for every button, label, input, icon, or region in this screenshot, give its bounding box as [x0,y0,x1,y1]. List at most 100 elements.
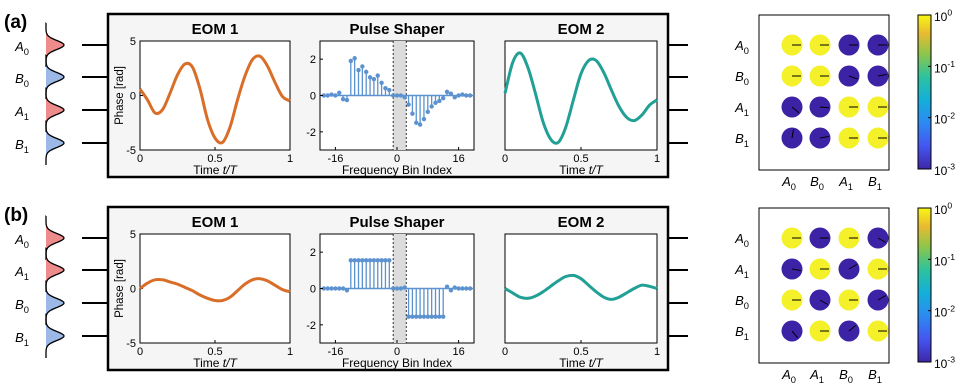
stem-marker [352,258,357,263]
pulse-label-sub: 0 [24,79,29,89]
x-tick-label: 0.5 [573,346,588,358]
x-axis-label-text: Time [193,356,223,370]
pulse-label: B1 [15,137,29,155]
y-tick-label: -5 [126,338,136,350]
colorbar-tick-label: 10-3 [934,162,955,178]
matrix-row-label-sub: 1 [744,139,749,149]
matrix-row-label-sub: 0 [744,77,749,87]
x-tick-label: 0 [137,153,143,165]
matrix-row-label-main: A [734,262,744,277]
pulse-label-main: A [14,264,24,279]
y-tick-label: -5 [126,145,136,157]
x-tick-label: 0.5 [573,153,588,165]
stem-marker [325,286,330,291]
x-tick-label: 0 [137,346,143,358]
stem-marker [394,286,400,291]
colorbar-tick-label-exp: -2 [947,303,955,313]
x-tick-label: 16 [452,346,464,358]
stem-marker [460,286,465,291]
stem-marker [344,288,350,293]
stem-marker [371,258,377,263]
matrix-row-label: A1 [734,262,749,280]
colorbar-tick-label-base: 10 [934,357,948,371]
pulse-label: B1 [15,330,29,348]
pulse-label: A0 [14,39,29,57]
matrix-col-label: A0 [781,367,796,385]
matrix-col-label-sub: 1 [819,375,824,385]
stem-marker [452,95,457,100]
phase-needle [848,264,858,270]
phase-needle [877,295,887,301]
matrix-col-label: A1 [838,174,853,192]
x-tick-label: 0.5 [207,153,222,165]
x-tick-label: 1 [654,153,660,165]
stem-marker [429,314,434,319]
stem-marker [379,258,384,263]
axes-title: EOM 2 [558,21,605,38]
matrix-row-label: A0 [734,38,749,56]
x-tick-label: 0 [502,346,508,358]
stem-marker [464,93,469,98]
stem-marker [364,258,369,263]
colorbar-tick-label-exp: 0 [947,8,952,18]
matrix-col-label: B1 [868,367,882,385]
matrix-row-label: A0 [734,231,749,249]
stem-marker [425,109,430,115]
x-axis-label-italic: t/T [223,356,239,370]
pulse-fill [46,88,64,132]
phase-needle [848,75,858,80]
eom2-phase-curve [504,273,658,301]
matrix-col-label-main: B [810,174,819,189]
y-tick-label: -2 [306,127,316,139]
y-axis-label: Phase [rad] [114,259,126,318]
x-tick-label: 1 [287,346,293,358]
x-axis-label-italic: t/T [223,163,239,177]
matrix-row-label: B0 [735,69,749,87]
matrix-col-label-sub: 1 [877,375,882,385]
pulse-label-main: A [14,104,24,119]
pulse-fill [46,216,64,260]
pulse-label: A1 [14,264,29,282]
stem-marker [448,91,454,96]
stem-marker [448,288,454,293]
stem-marker [414,120,419,125]
shaper-axes: Pulse Shaper -16 0 16 2 0 -2 Frequency Bin Inde… [306,214,475,370]
stem-marker [444,284,450,289]
stem-marker [414,314,419,319]
stem-marker [425,314,430,319]
y-tick-label: 5 [130,229,136,241]
pulse-fill [46,23,64,67]
stem-marker [337,90,342,95]
pulse-label: B0 [15,71,29,89]
colorbar-bar [917,207,932,363]
x-tick-label: -16 [327,153,343,165]
colorbar-tick-label-base: 10 [934,203,948,217]
stem-marker [441,314,446,319]
eom2-axes: EOM 2 0 0.5 1 Time t/T [502,21,660,177]
y-tick-label: 5 [130,36,136,48]
pulse-label-sub: 1 [24,112,29,122]
matrix-row-label: A1 [734,100,749,118]
stem-marker [390,286,396,291]
matrix-col-label-main: A [838,174,848,189]
x-axis-label-text: Time [559,356,589,370]
colorbar-tick-label: 10-3 [934,355,955,371]
shaper-axes: Pulse Shaper -16 0 16 2 0 -2 Frequency Bin Inde… [306,21,475,177]
eom2-axes: EOM 2 0 0.5 1 Time t/T [502,214,660,370]
x-axis-label: Time t/T [193,356,238,370]
matrix-col-label-sub: 0 [791,182,796,192]
matrix-col-label-sub: 0 [791,375,796,385]
pulse-label-main: B [15,330,24,345]
x-tick-label: 1 [654,346,660,358]
matrix-col-label-main: B [839,367,848,382]
axes-title: EOM 2 [558,214,605,231]
pulse-label: A1 [14,104,29,122]
eom1-phase-curve [139,277,291,303]
x-axis-label-italic: t/T [589,163,605,177]
stem-marker [348,258,353,263]
phase-needle [819,106,830,109]
matrix-col-label-main: B [868,174,877,189]
